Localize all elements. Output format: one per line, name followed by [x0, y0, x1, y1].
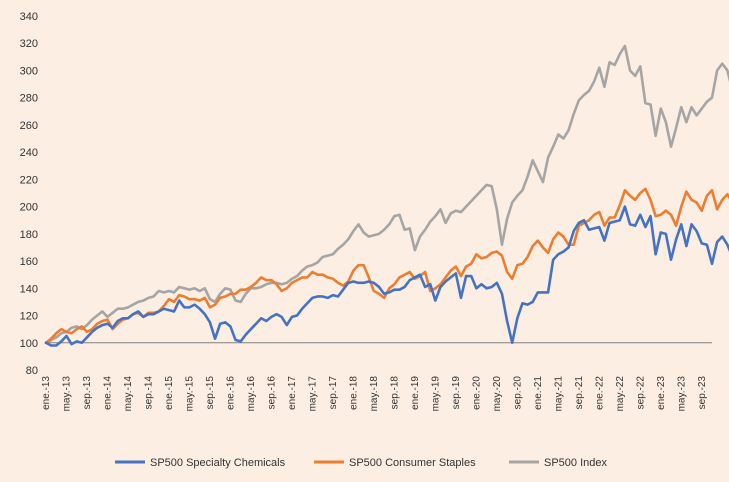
y-tick-label: 240 — [20, 147, 38, 159]
y-tick-label: 120 — [20, 311, 38, 323]
x-tick-label: may.-17 — [307, 376, 318, 412]
x-tick-label: ene.-18 — [348, 376, 359, 410]
y-tick-label: 80 — [26, 365, 38, 377]
x-tick-label: may.-16 — [246, 376, 257, 412]
y-axis: 80 100 120 140 160 180 200 220 240 260 280 300 320 34… — [20, 11, 38, 377]
series-line-0 — [44, 205, 729, 347]
x-tick-label: may.-15 — [184, 376, 195, 412]
x-tick-label: may.-22 — [615, 376, 626, 412]
x-tick-label: ene.-16 — [225, 376, 236, 410]
x-tick-label: sep.-13 — [82, 376, 93, 410]
y-tick-label: 340 — [20, 11, 38, 23]
x-tick-label: sep.-18 — [389, 376, 400, 410]
x-axis: ene.-13 may.-13 sep.-13 ene.-14 may.-14 sep.-… — [41, 342, 712, 412]
x-tick-label: may.-14 — [123, 376, 134, 412]
y-tick-label: 100 — [20, 338, 38, 350]
x-tick-label: sep.-15 — [205, 376, 216, 410]
x-tick-label: may.-13 — [61, 376, 72, 412]
x-tick-label: sep.-22 — [635, 376, 646, 410]
x-tick-label: sep.-21 — [574, 376, 585, 410]
x-tick-label: ene.-23 — [656, 376, 667, 410]
y-tick-label: 180 — [20, 229, 38, 241]
x-tick-label: may.-21 — [553, 376, 564, 412]
x-tick-label: may.-20 — [492, 376, 503, 412]
y-tick-label: 300 — [20, 65, 38, 77]
x-tick-label: ene.-20 — [471, 376, 482, 410]
x-tick-label: sep.-19 — [451, 376, 462, 410]
legend: SP500 Specialty Chemicals SP500 Consumer … — [115, 457, 607, 469]
x-tick-label: ene.-21 — [533, 376, 544, 410]
x-tick-label: ene.-13 — [41, 376, 52, 410]
y-tick-label: 220 — [20, 174, 38, 186]
series-line-2 — [44, 44, 729, 345]
y-tick-label: 200 — [20, 202, 38, 214]
x-tick-label: may.-23 — [676, 376, 687, 412]
y-tick-label: 140 — [20, 283, 38, 295]
x-tick-label: ene.-14 — [102, 376, 113, 410]
legend-label: SP500 Specialty Chemicals — [150, 457, 286, 469]
x-tick-label: sep.-14 — [143, 376, 154, 410]
x-tick-label: may.-19 — [430, 376, 441, 412]
y-tick-label: 260 — [20, 120, 38, 132]
x-tick-label: ene.-19 — [410, 376, 421, 410]
legend-label: SP500 Index — [544, 457, 607, 469]
x-tick-label: sep.-20 — [512, 376, 523, 410]
y-tick-label: 320 — [20, 38, 38, 50]
series-line-1 — [44, 187, 729, 345]
x-tick-label: sep.-16 — [266, 376, 277, 410]
y-tick-label: 160 — [20, 256, 38, 268]
x-tick-label: may.-18 — [369, 376, 380, 412]
x-tick-label: ene.-17 — [287, 376, 298, 410]
x-tick-label: ene.-22 — [594, 376, 605, 410]
x-tick-label: sep.-23 — [697, 376, 708, 410]
x-tick-label: ene.-15 — [164, 376, 175, 410]
series-layer — [44, 44, 729, 347]
y-tick-label: 280 — [20, 93, 38, 105]
x-tick-label: sep.-17 — [328, 376, 339, 410]
legend-label: SP500 Consumer Staples — [349, 457, 476, 469]
